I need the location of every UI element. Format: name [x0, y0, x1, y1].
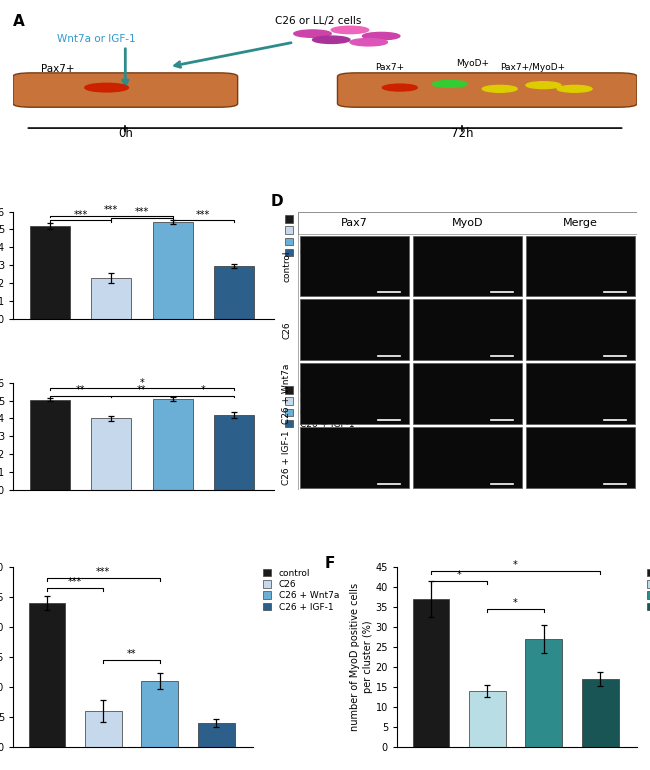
- Bar: [198, 723, 235, 747]
- Legend: control, C26, C26 + Wnt7a, C26 + IGF-1: control, C26, C26 + Wnt7a, C26 + IGF-1: [283, 385, 361, 430]
- Text: ***: ***: [68, 577, 83, 587]
- Circle shape: [557, 85, 592, 92]
- Bar: [298, 212, 637, 234]
- Text: **: **: [137, 385, 147, 395]
- Legend: control, LL/2, LL/2 + Wnt7a, LL/2 + IGF-1: control, LL/2, LL/2 + Wnt7a, LL/2 + IGF-…: [646, 568, 650, 612]
- Legend: control, C26, C26 + Wnt7a, C26 + IGF-1: control, C26, C26 + Wnt7a, C26 + IGF-1: [263, 568, 340, 612]
- Text: D: D: [271, 194, 283, 209]
- Text: ***: ***: [73, 209, 88, 219]
- Text: **: **: [127, 649, 136, 659]
- Bar: [30, 226, 70, 319]
- FancyBboxPatch shape: [13, 73, 238, 107]
- Circle shape: [350, 38, 387, 46]
- Y-axis label: number of MyoD positive cells
per cluster (%): number of MyoD positive cells per cluste…: [350, 583, 372, 731]
- Text: F: F: [325, 556, 335, 571]
- Text: Merge: Merge: [563, 218, 598, 228]
- Bar: [85, 711, 122, 747]
- Bar: [30, 400, 70, 490]
- Bar: [525, 639, 562, 747]
- Text: C26: C26: [282, 321, 291, 339]
- Text: **: **: [76, 385, 85, 395]
- Bar: [413, 599, 449, 747]
- Circle shape: [432, 81, 467, 87]
- Text: Pax7: Pax7: [341, 218, 368, 228]
- Text: *: *: [514, 560, 518, 570]
- Text: ***: ***: [135, 207, 149, 217]
- Text: *: *: [514, 598, 518, 608]
- Circle shape: [294, 30, 332, 37]
- Bar: [29, 603, 65, 747]
- Text: *: *: [457, 570, 462, 580]
- Bar: [153, 399, 192, 490]
- Text: C26 + IGF-1: C26 + IGF-1: [282, 430, 291, 485]
- Bar: [582, 679, 619, 747]
- Text: ***: ***: [96, 567, 110, 577]
- Text: *: *: [201, 385, 205, 395]
- Text: Pax7+: Pax7+: [375, 63, 404, 72]
- Text: ***: ***: [196, 209, 211, 219]
- Circle shape: [363, 32, 400, 40]
- Text: A: A: [13, 14, 25, 29]
- Text: *: *: [140, 378, 144, 388]
- Text: control: control: [282, 250, 291, 282]
- Bar: [214, 415, 254, 490]
- FancyBboxPatch shape: [337, 73, 637, 107]
- Circle shape: [84, 83, 129, 92]
- Circle shape: [313, 36, 350, 43]
- Bar: [469, 691, 506, 747]
- Text: Pax7+: Pax7+: [41, 64, 75, 74]
- Bar: [91, 418, 131, 490]
- Text: 72h: 72h: [451, 126, 474, 139]
- Text: Wnt7a or IGF-1: Wnt7a or IGF-1: [57, 34, 135, 44]
- Bar: [214, 266, 254, 319]
- Text: MyoD: MyoD: [452, 218, 483, 228]
- Circle shape: [526, 82, 561, 89]
- Text: ***: ***: [104, 205, 118, 215]
- Circle shape: [332, 26, 369, 34]
- Circle shape: [382, 84, 417, 91]
- Bar: [142, 681, 178, 747]
- Text: MyoD+: MyoD+: [456, 59, 489, 68]
- Bar: [153, 223, 192, 319]
- Legend: control, C26, C26 + Wnt7a, C26 + IGF-1: control, C26, C26 + Wnt7a, C26 + IGF-1: [283, 214, 361, 259]
- Text: Pax7+/MyoD+: Pax7+/MyoD+: [500, 63, 565, 72]
- Text: C26 + Wnt7a: C26 + Wnt7a: [282, 363, 291, 424]
- Circle shape: [482, 85, 517, 92]
- Text: 0h: 0h: [118, 126, 133, 139]
- Text: C26 or LL/2 cells: C26 or LL/2 cells: [275, 16, 361, 26]
- Bar: [91, 279, 131, 319]
